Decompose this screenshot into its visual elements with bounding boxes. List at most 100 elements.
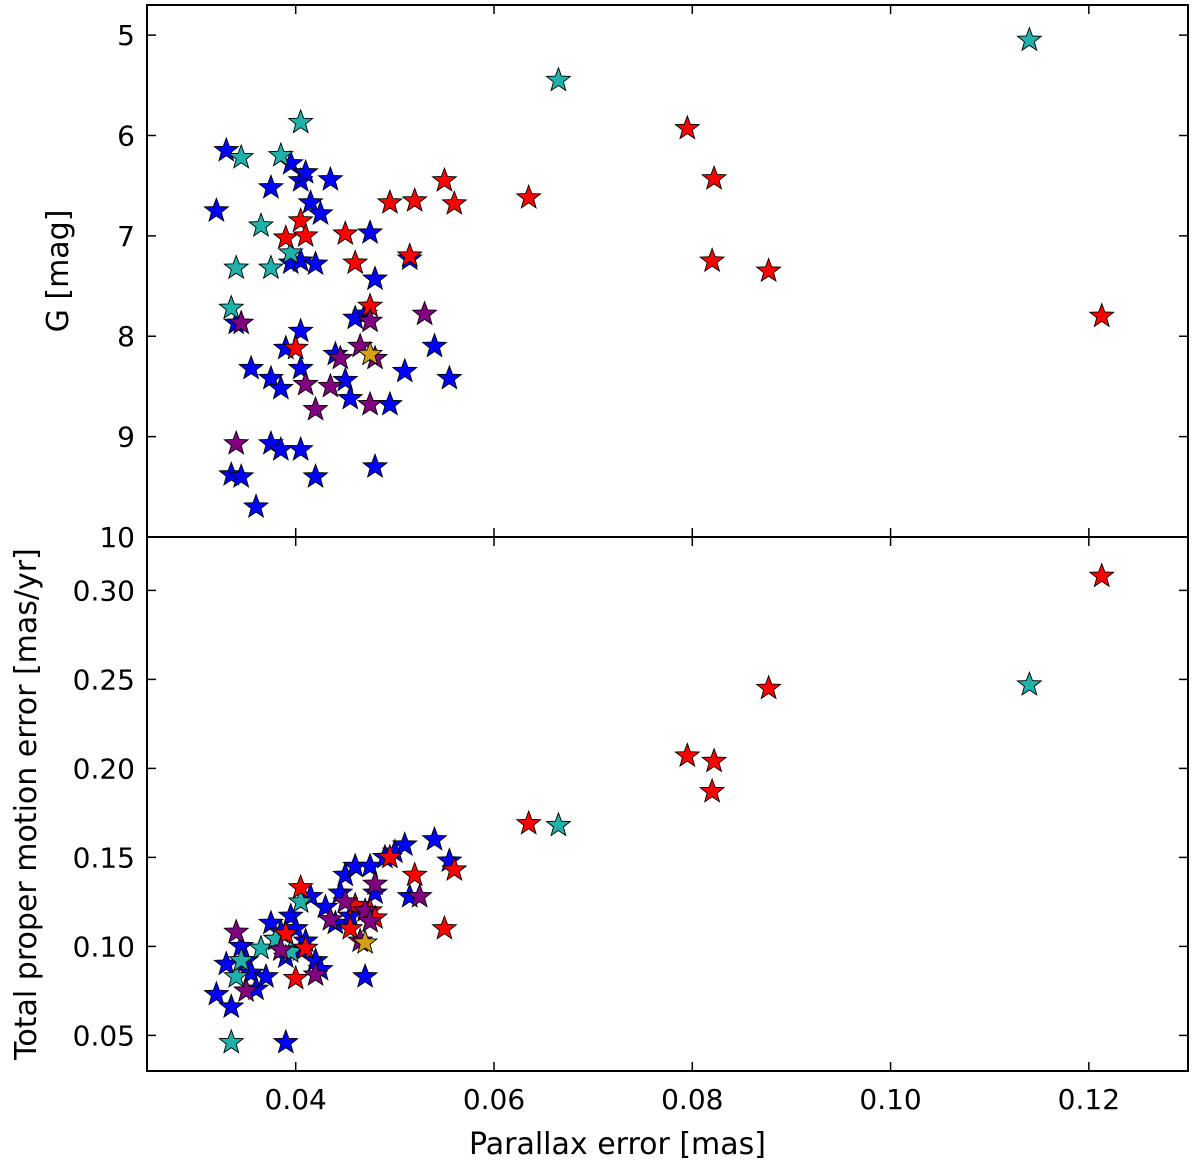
data-point-blue — [391, 357, 418, 383]
y-tick-label: 0.05 — [73, 1019, 135, 1052]
y-axis-label: G [mag] — [41, 210, 76, 333]
data-point-teal — [257, 254, 285, 280]
data-point-teal — [228, 143, 255, 169]
data-point-blue — [242, 493, 270, 519]
y-tick-label: 6 — [117, 119, 135, 152]
data-point-red — [376, 843, 404, 869]
data-point-purple — [327, 344, 354, 370]
data-point-teal — [287, 108, 314, 134]
x-tick-label: 0.10 — [859, 1083, 921, 1116]
data-point-blue — [421, 825, 448, 851]
data-point-purple — [302, 395, 329, 421]
data-point-red — [674, 114, 701, 140]
data-point-red — [755, 674, 782, 700]
data-point-blue — [312, 893, 339, 919]
data-point-purple — [228, 309, 255, 335]
data-point-teal — [267, 141, 294, 167]
data-point-red — [337, 914, 364, 940]
data-point-red — [755, 257, 782, 283]
data-point-teal — [218, 294, 245, 320]
data-point-blue — [257, 364, 285, 390]
y-tick-label: 8 — [117, 320, 135, 353]
y-axis-label: Total proper motion error [mas/yr] — [9, 548, 44, 1061]
y-tick-label: 10 — [99, 521, 135, 554]
axes-frame — [146, 4, 1189, 538]
data-point-blue — [361, 879, 389, 905]
data-point-red — [342, 249, 369, 275]
data-point-purple — [351, 896, 379, 922]
data-point-teal — [247, 212, 275, 237]
x-tick-label: 0.12 — [1058, 1083, 1120, 1116]
x-tick-label: 0.08 — [661, 1083, 723, 1116]
data-point-red — [431, 166, 458, 192]
data-point-blue — [302, 462, 329, 488]
data-point-red — [698, 777, 726, 803]
data-point-red — [287, 873, 314, 899]
data-point-red — [515, 183, 542, 209]
data-point-blue — [237, 959, 265, 985]
data-point-red — [282, 334, 309, 360]
data-point-blue — [267, 374, 294, 400]
data-point-red — [515, 809, 542, 835]
data-point-blue — [218, 993, 245, 1019]
axes-frame — [146, 536, 1189, 1072]
y-tick-label: 7 — [117, 220, 135, 253]
data-point-blue — [391, 831, 418, 857]
data-point-blue — [317, 165, 344, 191]
data-point-teal — [218, 1028, 245, 1054]
data-point-blue — [376, 390, 404, 416]
y-tick-label: 0.25 — [73, 663, 135, 696]
data-point-red — [431, 914, 458, 940]
data-point-red — [332, 220, 359, 246]
data-point-purple — [411, 300, 438, 326]
data-point-purple — [233, 977, 260, 1003]
data-point-red — [272, 224, 299, 250]
data-point-blue — [203, 980, 230, 1006]
data-point-blue — [421, 332, 448, 358]
data-point-purple — [356, 307, 384, 333]
data-point-blue — [252, 962, 280, 988]
data-point-red — [287, 207, 314, 232]
data-point-blue — [302, 250, 329, 276]
y-tick-label: 5 — [117, 19, 135, 52]
data-point-blue — [436, 364, 463, 390]
data-point-purple — [356, 390, 384, 416]
data-point-purple — [317, 905, 344, 931]
data-point-blue — [203, 196, 230, 222]
data-point-blue — [277, 902, 304, 928]
data-point-blue — [213, 136, 240, 162]
data-point-blue — [361, 452, 389, 478]
data-point-purple — [223, 429, 250, 455]
data-point-purple — [267, 936, 294, 962]
data-point-orange — [356, 340, 384, 366]
data-point-blue — [356, 219, 384, 245]
data-point-blue — [287, 354, 314, 380]
data-point-red — [282, 964, 309, 990]
data-point-red — [1088, 562, 1115, 588]
data-point-blue — [228, 462, 255, 488]
data-point-teal — [223, 254, 250, 280]
data-point-blue — [361, 265, 389, 291]
data-point-red — [441, 189, 468, 215]
top-panel: 5 6 7 8 9 10 G [mag] — [41, 4, 1189, 554]
bottom-panel: 0.04 0.06 0.08 0.10 0.12 0.05 0.10 0.15 0.20 0.25… — [9, 536, 1189, 1162]
data-point-purple — [361, 870, 389, 896]
data-point-purple — [317, 372, 344, 398]
data-point-blue — [307, 199, 334, 225]
data-point-red — [292, 934, 319, 960]
data-point-red — [376, 188, 404, 214]
data-point-blue — [287, 435, 314, 461]
x-tick-label: 0.06 — [463, 1083, 525, 1116]
data-point-orange — [351, 929, 379, 955]
data-point-teal — [287, 888, 314, 914]
data-point-blue — [272, 1028, 299, 1054]
data-point-blue — [257, 173, 285, 199]
data-point-blue — [237, 354, 265, 380]
data-point-blue — [292, 158, 319, 184]
data-point-red — [698, 247, 726, 273]
data-point-red — [700, 164, 728, 190]
data-point-red — [401, 186, 428, 212]
data-point-teal — [228, 946, 255, 972]
data-point-teal — [223, 962, 250, 988]
